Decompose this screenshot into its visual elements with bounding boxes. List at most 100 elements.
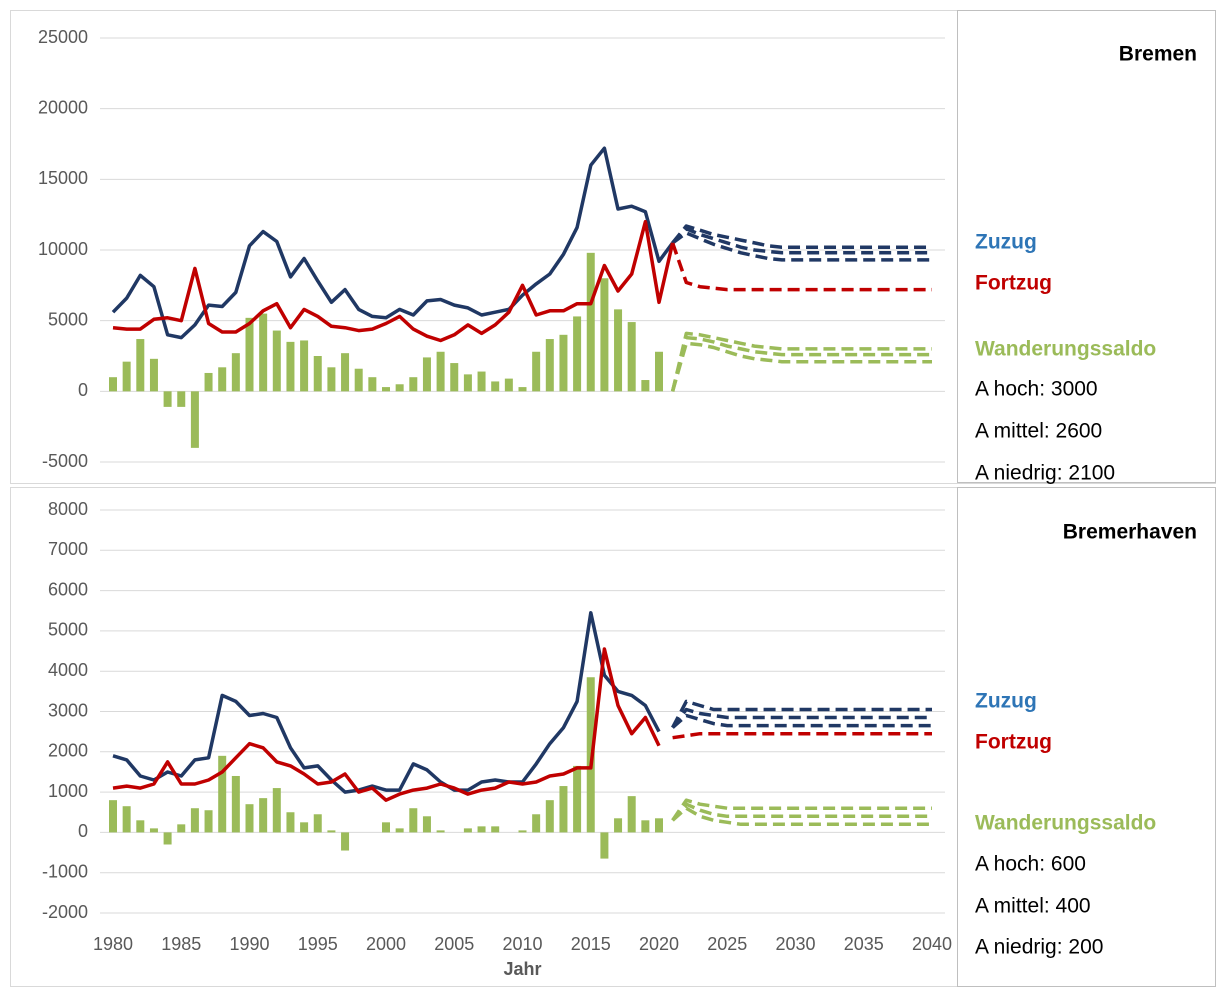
y-tick-label: 5000 [48,620,88,640]
y-tick-label: 2000 [48,741,88,761]
bar [136,820,145,833]
bar [122,361,131,392]
scenario-label: A niedrig: 200 [975,936,1103,959]
projection-line [671,713,932,729]
bar [231,775,240,833]
y-tick-label: 6000 [48,579,88,599]
y-tick-label: 1000 [48,781,88,801]
y-tick-label: 10000 [38,239,88,259]
bar [327,830,336,833]
x-tick-label: 1985 [161,934,201,954]
bar [395,384,404,392]
bar [163,832,172,845]
y-tick-label: 15000 [38,168,88,188]
y-tick-label: 3000 [48,700,88,720]
legend-entry: Fortzug [975,731,1052,754]
y-tick-label: 25000 [38,27,88,47]
bar [573,765,582,833]
bar [518,830,527,833]
bar [532,814,541,833]
bar [436,351,445,392]
legend-entry: Wanderungssaldo [975,812,1156,835]
x-tick-label: 2005 [434,934,474,954]
bar [491,826,500,833]
y-tick-label: 7000 [48,539,88,559]
bar [409,377,418,392]
projection-line [671,798,932,822]
bar [477,826,486,833]
bar [614,818,623,833]
bar [341,832,350,851]
bar [218,367,227,392]
bar [559,786,568,833]
y-tick-label: -5000 [42,451,88,471]
bar [245,317,254,392]
bar [655,351,663,392]
bar [190,808,199,833]
bar [422,357,431,392]
legend-entry: Zuzug [975,690,1037,713]
bar [341,353,350,392]
bar [409,808,418,833]
bar [463,828,472,833]
x-tick-label: 2035 [844,934,884,954]
bar [204,372,213,392]
bar [477,371,486,392]
legend-entry: Zuzug [975,231,1037,254]
legend-title: Bremerhaven [1063,521,1197,544]
x-tick-label: 2000 [366,934,406,954]
bar [272,330,281,392]
bar [136,339,145,392]
y-tick-label: -1000 [42,861,88,881]
y-tick-label: 0 [78,821,88,841]
y-tick-label: 4000 [48,660,88,680]
bar [586,252,595,392]
projection-line [670,341,932,392]
bar [245,804,254,833]
bar [327,367,336,392]
y-tick-label: 5000 [48,309,88,329]
scenario-label: A mittel: 2600 [975,420,1102,443]
bar [436,830,445,833]
bar [545,800,554,833]
bar [204,810,213,833]
line [112,611,661,794]
bar [641,820,650,833]
bar [122,806,131,833]
bar [627,796,636,833]
x-tick-label: 2015 [571,934,611,954]
y-tick-label: -2000 [42,902,88,922]
y-tick-label: 0 [78,380,88,400]
bar [300,822,309,833]
bar [463,374,472,392]
bar [655,818,663,833]
bar [368,377,377,392]
bar [559,334,568,392]
line [112,647,661,802]
projection-line [671,227,932,255]
bar [545,339,554,392]
scenario-label: A hoch: 600 [975,853,1086,876]
scenario-label: A niedrig: 2100 [975,462,1115,485]
bar [163,391,172,407]
x-tick-label: 1990 [229,934,269,954]
projection-line [671,707,932,729]
bar [600,832,609,859]
x-tick-label: 2030 [775,934,815,954]
bar [627,322,636,392]
legend-box [957,10,1216,483]
x-axis-label: Jahr [503,959,541,979]
bar [300,340,309,392]
bar [177,391,186,407]
x-tick-label: 1995 [298,934,338,954]
bar [272,788,281,833]
projection-line [671,699,932,729]
bar [395,828,404,833]
projection-line [670,335,932,392]
legend-entry: Fortzug [975,272,1052,295]
y-tick-label: 20000 [38,97,88,117]
bar [450,363,459,392]
y-tick-label: 8000 [48,499,88,519]
bar [231,353,240,392]
bar [313,356,322,392]
